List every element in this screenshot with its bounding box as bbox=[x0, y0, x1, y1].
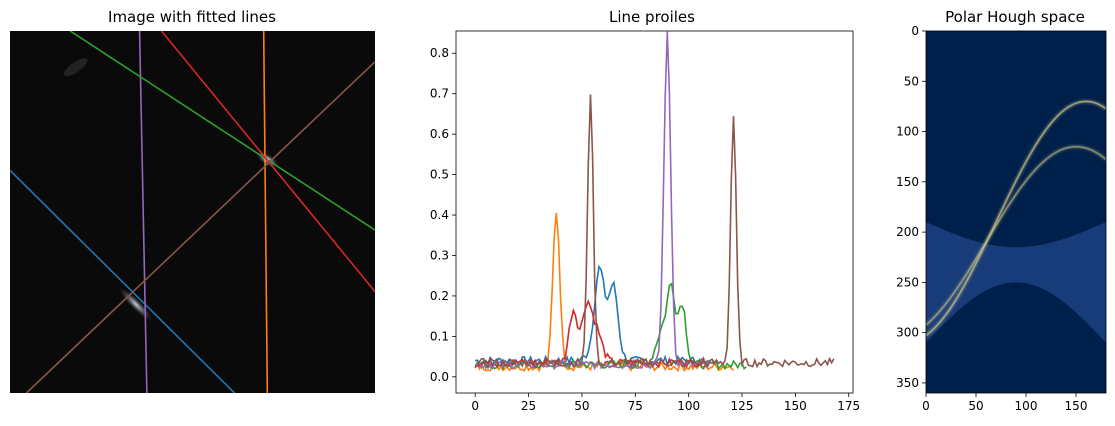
profile-series-brown bbox=[474, 94, 835, 369]
image-panel-title: Image with fitted lines bbox=[108, 8, 276, 26]
hough-curve bbox=[926, 100, 1106, 336]
hough-panel: 0 50 100 150 0 50 100 150 200 250 300 350 bbox=[896, 24, 1107, 413]
x-tick-label: 175 bbox=[837, 399, 860, 413]
profiles-axes-frame bbox=[455, 30, 854, 394]
fitted-line-green bbox=[69, 31, 375, 231]
hough-curve bbox=[926, 143, 1106, 328]
y-tick-label: 0.0 bbox=[430, 370, 449, 384]
x-tick-label: 50 bbox=[968, 399, 983, 413]
x-tick-label: 100 bbox=[677, 399, 700, 413]
y-tick-label: 0.5 bbox=[430, 168, 449, 182]
x-tick-label: 100 bbox=[1015, 399, 1038, 413]
y-tick-label: 0.1 bbox=[430, 329, 449, 343]
y-tick-label: 250 bbox=[896, 275, 919, 289]
image-haze bbox=[63, 58, 88, 77]
profiles-panel: 0 25 50 75 100 125 150 175 0.0 0.1 0.2 0.3 0.4 0.5 0.6… bbox=[430, 30, 860, 413]
y-tick-label: 0.7 bbox=[430, 87, 449, 101]
x-tick-label: 75 bbox=[628, 399, 643, 413]
hough-background bbox=[926, 31, 1106, 393]
y-tick-label: 0.6 bbox=[430, 127, 449, 141]
image-background bbox=[10, 31, 375, 393]
y-tick-label: 50 bbox=[904, 74, 919, 88]
x-tick-label: 50 bbox=[574, 399, 589, 413]
profile-series-blue bbox=[475, 264, 704, 367]
y-tick-label: 0 bbox=[911, 24, 919, 38]
y-tick-label: 100 bbox=[896, 125, 919, 139]
image-panel bbox=[10, 31, 375, 393]
x-tick-label: 150 bbox=[784, 399, 807, 413]
y-tick-label: 300 bbox=[896, 326, 919, 340]
x-tick-label: 0 bbox=[922, 399, 930, 413]
fitted-line-purple bbox=[138, 31, 148, 393]
x-tick-label: 150 bbox=[1065, 399, 1088, 413]
fitted-line-orange bbox=[262, 31, 269, 393]
fitted-line-blue bbox=[10, 169, 236, 393]
x-tick-label: 25 bbox=[521, 399, 536, 413]
y-tick-label: 200 bbox=[896, 225, 919, 239]
y-tick-label: 0.4 bbox=[430, 208, 449, 222]
profile-series-red bbox=[474, 299, 708, 369]
y-tick-label: 0.8 bbox=[430, 46, 449, 60]
y-tick-label: 150 bbox=[896, 175, 919, 189]
hough-band bbox=[926, 222, 1106, 343]
fitted-line-brown bbox=[25, 61, 375, 393]
y-tick-label: 0.2 bbox=[430, 289, 449, 303]
y-tick-label: 350 bbox=[896, 376, 919, 390]
y-tick-label: 0.3 bbox=[430, 248, 449, 262]
profile-series-purple bbox=[474, 31, 715, 371]
fitted-line-red bbox=[160, 31, 375, 293]
x-tick-label: 125 bbox=[731, 399, 754, 413]
hough-panel-title: Polar Hough space bbox=[945, 8, 1085, 26]
hough-axes-frame bbox=[925, 30, 1107, 394]
x-tick-label: 0 bbox=[471, 399, 479, 413]
hough-curve bbox=[926, 145, 1106, 327]
profile-series-green bbox=[474, 282, 747, 371]
profiles-panel-title: Line proiles bbox=[609, 8, 695, 26]
hough-curve bbox=[926, 145, 1106, 326]
